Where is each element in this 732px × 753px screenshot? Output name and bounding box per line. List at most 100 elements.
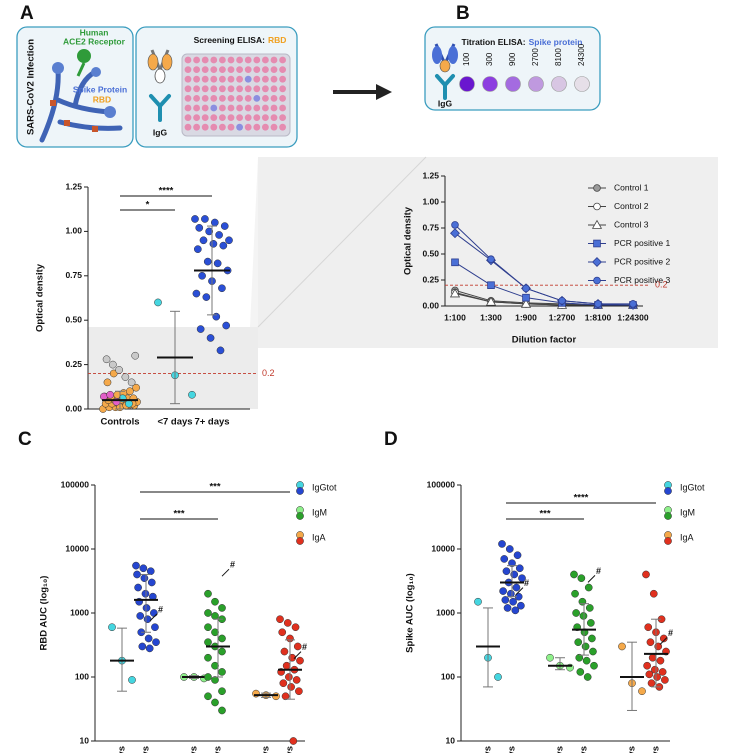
data-point <box>281 692 290 701</box>
x-axis-label: Dilution factor <box>512 335 577 346</box>
annotation-pointer <box>221 568 230 577</box>
data-point <box>586 619 595 627</box>
well <box>279 56 286 64</box>
antigen-icon <box>147 49 173 84</box>
well <box>270 56 278 64</box>
data-point <box>629 300 637 308</box>
well <box>227 66 235 73</box>
well <box>279 114 286 121</box>
data-point <box>293 642 302 651</box>
data-point <box>501 596 510 604</box>
panel-label: C <box>18 429 32 450</box>
data-point <box>108 360 117 369</box>
data-point <box>451 221 459 229</box>
data-point <box>642 570 650 579</box>
infection-title: SARS-CoV2 Infection <box>26 39 37 135</box>
well <box>270 123 278 131</box>
annotation: # <box>230 560 235 570</box>
data-point <box>578 597 587 606</box>
well <box>244 123 252 131</box>
x-tick-label: 7+ days <box>213 746 224 753</box>
data-point <box>289 737 298 745</box>
well <box>184 104 192 112</box>
data-point <box>505 545 514 553</box>
well <box>244 85 252 93</box>
data-point <box>225 236 233 245</box>
well <box>279 95 286 102</box>
y-tick-label: 0.00 <box>65 403 82 413</box>
annotation-pointer <box>293 651 302 660</box>
panel-label: B <box>456 3 470 24</box>
well <box>219 123 226 131</box>
well <box>210 104 218 112</box>
well <box>270 104 278 112</box>
legend-marker <box>593 276 601 285</box>
well <box>253 104 261 112</box>
data-point <box>209 239 218 248</box>
data-point <box>449 288 461 298</box>
data-point <box>202 293 211 301</box>
well <box>279 85 286 93</box>
data-point <box>212 312 221 321</box>
well <box>244 95 252 102</box>
x-tick-label: 7+ days <box>194 417 229 428</box>
data-point <box>145 644 154 653</box>
well <box>253 123 261 131</box>
data-point <box>216 346 225 355</box>
well <box>219 56 226 64</box>
data-point <box>575 653 584 662</box>
legend-label: IgGtot <box>680 482 705 492</box>
data-point <box>199 236 208 245</box>
significance-label: *** <box>209 482 220 493</box>
data-point <box>585 604 594 612</box>
well <box>236 75 244 83</box>
spike-label: Spike Protein <box>73 84 127 94</box>
y-tick-label: 1000 <box>70 607 89 617</box>
data-point <box>204 692 212 701</box>
legend-label: IgGtot <box>312 482 337 492</box>
data-point <box>151 623 159 632</box>
illustration-box <box>16 26 134 148</box>
well <box>236 66 244 73</box>
well <box>193 75 201 83</box>
well <box>184 95 192 102</box>
legend-marker <box>591 219 603 229</box>
legend-label: IgM <box>312 507 327 517</box>
data-point <box>218 687 226 696</box>
data-point <box>498 540 506 548</box>
y-tick-label: 0.25 <box>65 359 82 369</box>
well <box>236 95 244 102</box>
x-tick-label: <7 days <box>261 746 272 753</box>
x-tick-label: 1:100 <box>444 312 466 322</box>
well <box>244 56 252 64</box>
well <box>210 95 218 102</box>
data-point <box>503 604 512 612</box>
data-point <box>558 296 566 305</box>
data-point <box>195 223 204 232</box>
x-tick-label: <7 days <box>483 746 494 753</box>
well <box>262 114 269 121</box>
data-point <box>222 321 231 330</box>
annotation-pointer <box>149 613 158 622</box>
well <box>184 56 192 64</box>
data-point <box>494 673 502 681</box>
data-point <box>485 296 497 306</box>
well <box>184 123 192 131</box>
arrow <box>333 84 392 100</box>
y-tick-label: 0.00 <box>422 300 439 310</box>
well <box>210 66 218 73</box>
well <box>227 123 235 131</box>
antigen-icon <box>432 43 458 73</box>
antibody-label: IgG <box>438 98 453 108</box>
data-point <box>211 628 219 637</box>
data-point <box>125 399 133 408</box>
data-point <box>203 257 212 266</box>
data-point <box>121 373 130 381</box>
well <box>253 95 261 102</box>
data-point <box>219 241 228 250</box>
well <box>184 66 192 73</box>
data-point <box>594 300 602 308</box>
data-point <box>146 567 155 576</box>
data-point <box>204 623 212 632</box>
